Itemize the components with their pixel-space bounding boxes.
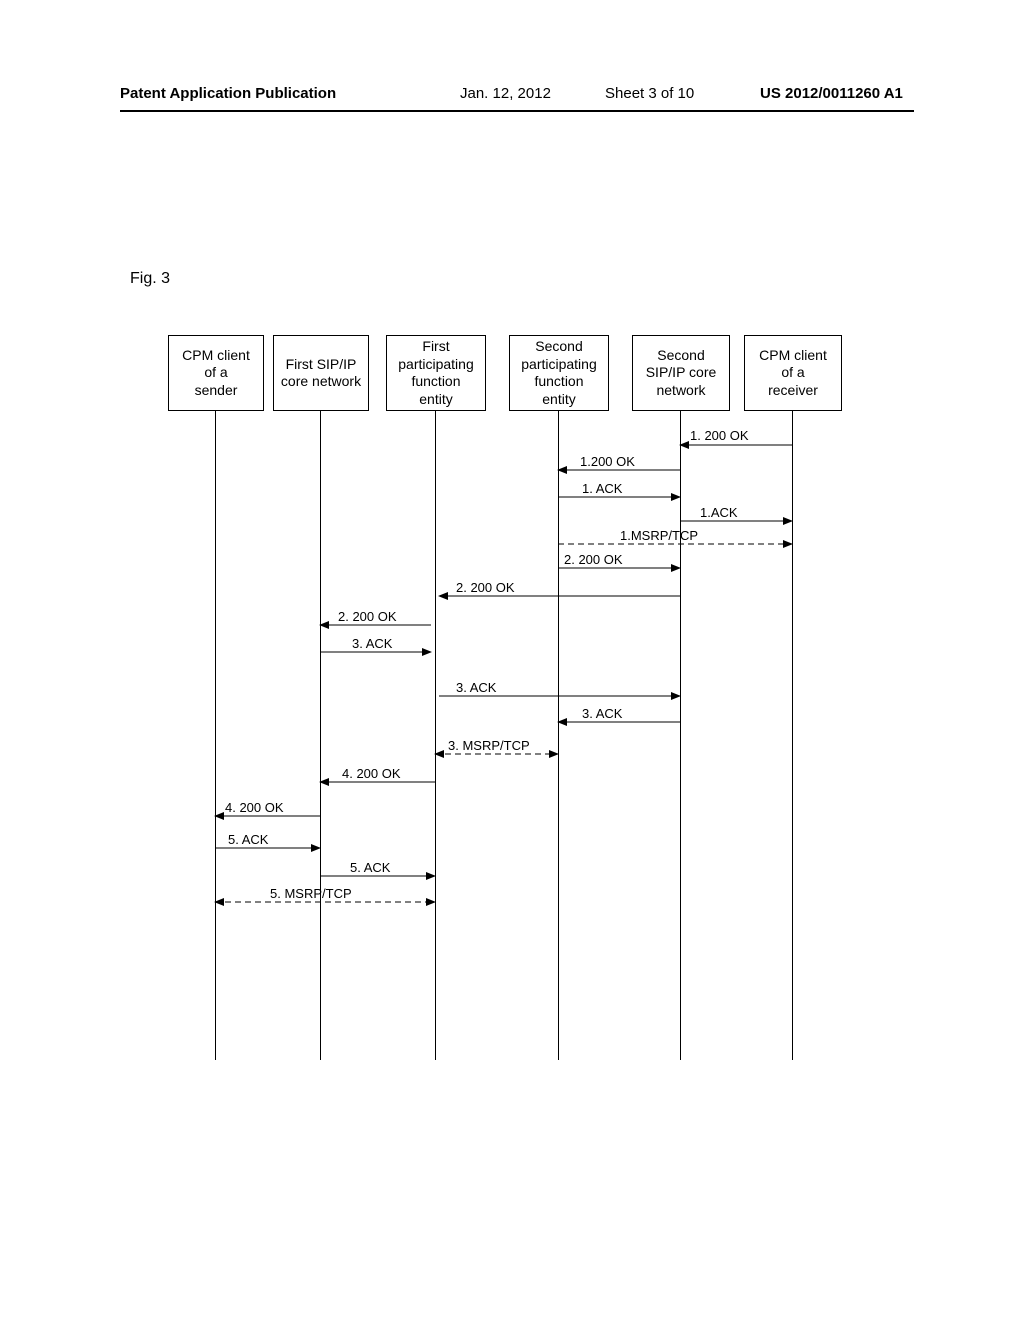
page: Patent Application Publication Jan. 12, …: [0, 0, 1024, 1320]
actor-box: CPM client of a sender: [168, 335, 264, 411]
message-label: 5. MSRP/TCP: [270, 886, 352, 901]
message-label: 5. ACK: [350, 860, 390, 875]
lifeline: [215, 411, 216, 1060]
message-label: 3. ACK: [456, 680, 496, 695]
message-label: 1.200 OK: [580, 454, 635, 469]
lifeline: [435, 411, 436, 1060]
actor-box: First SIP/IP core network: [273, 335, 369, 411]
lifeline: [320, 411, 321, 1060]
message-label: 4. 200 OK: [225, 800, 284, 815]
message-label: 1.MSRP/TCP: [620, 528, 698, 543]
message-label: 3. ACK: [352, 636, 392, 651]
message-label: 3. ACK: [582, 706, 622, 721]
actor-box: CPM client of a receiver: [744, 335, 842, 411]
actor-box: Second participating function entity: [509, 335, 609, 411]
lifeline: [792, 411, 793, 1060]
message-label: 1. 200 OK: [690, 428, 749, 443]
message-label: 5. ACK: [228, 832, 268, 847]
lifeline: [680, 411, 681, 1060]
lifeline: [558, 411, 559, 1060]
message-label: 2. 200 OK: [564, 552, 623, 567]
message-label: 1. ACK: [582, 481, 622, 496]
actor-box: First participating function entity: [386, 335, 486, 411]
message-label: 2. 200 OK: [456, 580, 515, 595]
actor-box: Second SIP/IP core network: [632, 335, 730, 411]
sequence-diagram: CPM client of a senderFirst SIP/IP core …: [0, 0, 1024, 1320]
message-label: 3. MSRP/TCP: [448, 738, 530, 753]
arrow-layer: [0, 0, 1024, 1320]
message-label: 2. 200 OK: [338, 609, 397, 624]
message-label: 4. 200 OK: [342, 766, 401, 781]
message-label: 1.ACK: [700, 505, 738, 520]
